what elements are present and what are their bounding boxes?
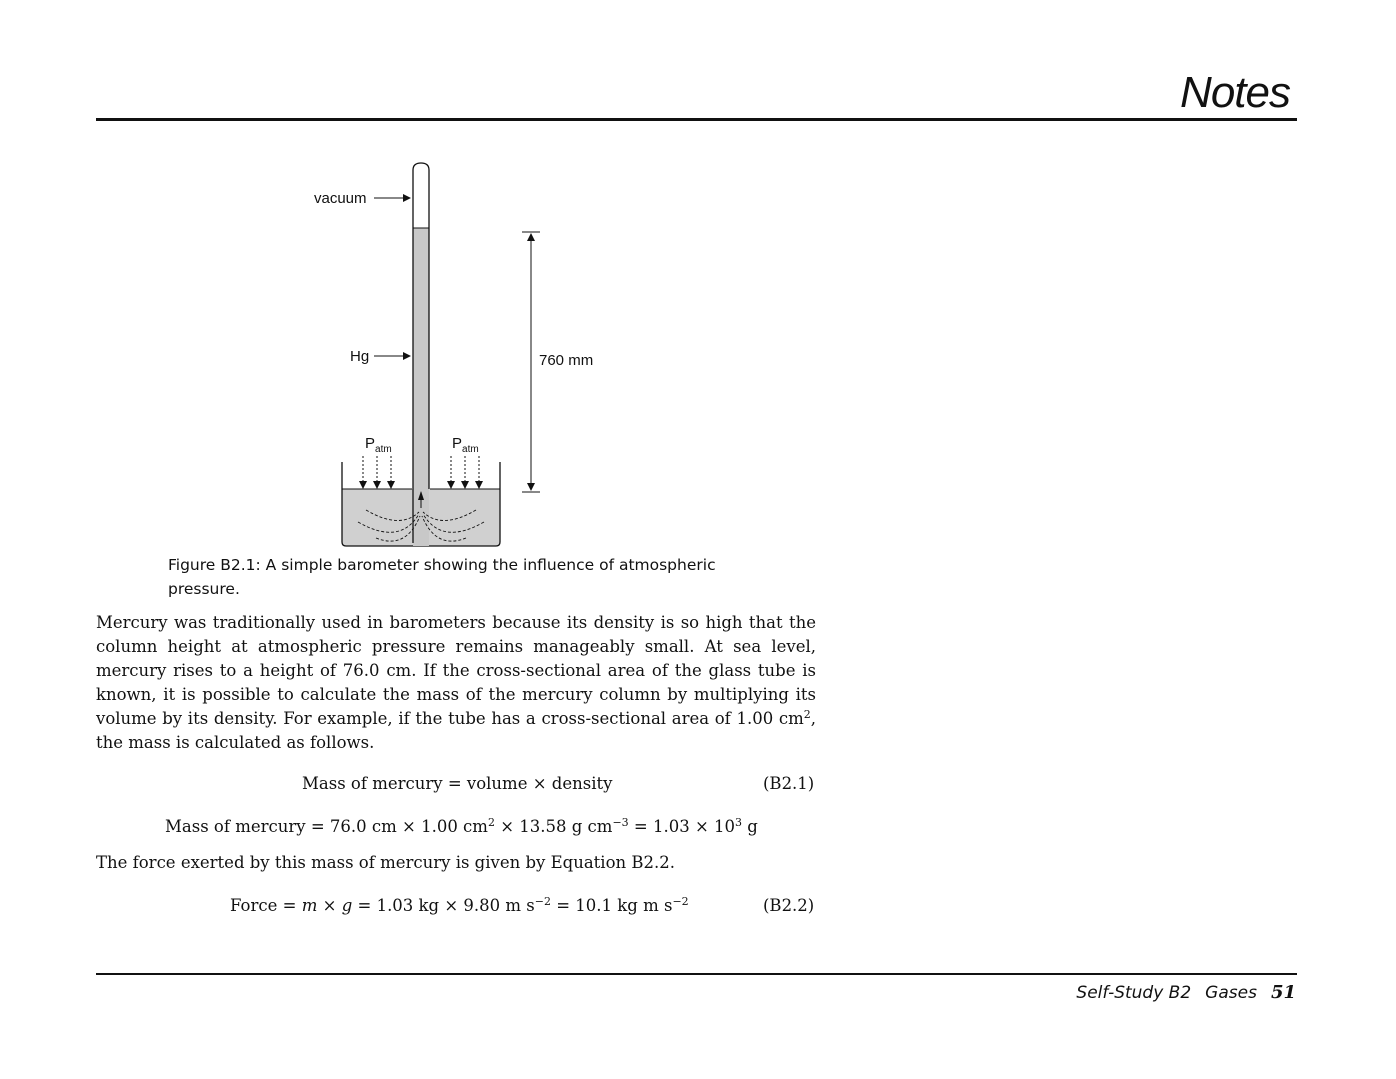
mercury-column — [413, 228, 429, 546]
glass-tube — [412, 162, 430, 543]
page-header-title: Notes — [1180, 68, 1291, 117]
equation-b2-2-number: (B2.2) — [763, 896, 815, 915]
force-sentence: The force exerted by this mass of mercur… — [96, 853, 675, 872]
hg-label: Hg — [350, 348, 369, 365]
footer-book: Self-Study B2 — [1076, 983, 1192, 1003]
body-paragraph: Mercury was traditionally used in barome… — [96, 613, 816, 752]
vacuum-label: vacuum — [314, 190, 367, 207]
footer-section: Gases — [1205, 983, 1257, 1003]
mass-calculation: Mass of mercury = 76.0 cm × 1.00 cm2 × 1… — [165, 816, 758, 836]
header-rule — [96, 118, 1297, 121]
patm-right-label: Patm — [452, 435, 479, 455]
figure-caption: Figure B2.1: A simple barometer showing … — [168, 556, 716, 598]
patm-left-label: Patm — [365, 435, 392, 455]
equation-b2-2: Force = m × g = 1.03 kg × 9.80 m s−2 = 1… — [230, 895, 689, 915]
height-760mm-label: 760 mm — [539, 352, 593, 369]
page-number: 51 — [1270, 982, 1296, 1003]
equation-b2-1-number: (B2.1) — [763, 774, 815, 793]
footer-rule — [96, 973, 1297, 975]
barometer-diagram: vacuum Hg 760 mm Patm Patm — [314, 162, 593, 547]
page-footer: Self-Study B2 Gases 51 — [1076, 982, 1296, 1003]
equation-b2-1: Mass of mercury = volume × density — [302, 774, 613, 793]
